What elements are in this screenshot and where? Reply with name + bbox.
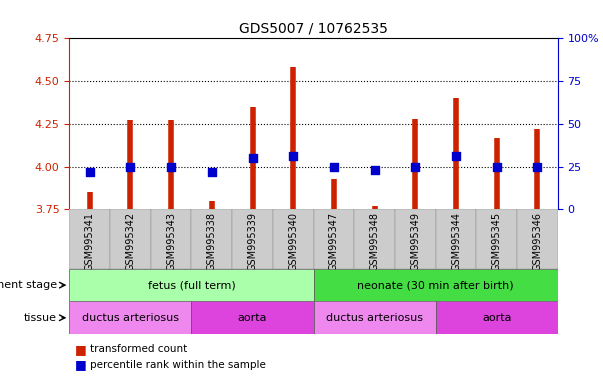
Bar <box>69 301 192 334</box>
Point <box>532 164 542 170</box>
Bar <box>192 209 232 269</box>
Point <box>248 155 257 161</box>
Bar <box>395 209 435 269</box>
Bar <box>435 209 476 269</box>
Bar <box>192 301 314 334</box>
Text: ■: ■ <box>75 358 87 371</box>
Text: GSM995347: GSM995347 <box>329 212 339 271</box>
Text: transformed count: transformed count <box>90 344 188 354</box>
Point <box>85 169 95 175</box>
Text: neonate (30 min after birth): neonate (30 min after birth) <box>358 280 514 290</box>
Bar <box>314 301 435 334</box>
Text: percentile rank within the sample: percentile rank within the sample <box>90 360 267 370</box>
Text: GSM995342: GSM995342 <box>125 212 136 271</box>
Bar <box>151 209 192 269</box>
Text: ductus arteriosus: ductus arteriosus <box>326 313 423 323</box>
Text: GSM995341: GSM995341 <box>84 212 95 271</box>
Text: GSM995344: GSM995344 <box>451 212 461 271</box>
Bar <box>435 301 558 334</box>
Text: GSM995345: GSM995345 <box>491 212 502 271</box>
Point <box>370 167 379 173</box>
Bar <box>476 209 517 269</box>
Bar <box>273 209 314 269</box>
Bar <box>314 209 354 269</box>
Text: development stage: development stage <box>0 280 57 290</box>
Text: GSM995340: GSM995340 <box>288 212 298 271</box>
Point <box>451 153 461 159</box>
Text: aorta: aorta <box>238 313 267 323</box>
Point <box>411 164 420 170</box>
Title: GDS5007 / 10762535: GDS5007 / 10762535 <box>239 22 388 36</box>
Point <box>329 164 339 170</box>
Text: ■: ■ <box>75 343 87 356</box>
Bar <box>69 269 314 301</box>
Text: GSM995348: GSM995348 <box>370 212 380 271</box>
Text: GSM995338: GSM995338 <box>207 212 217 271</box>
Bar <box>354 209 395 269</box>
Text: ductus arteriosus: ductus arteriosus <box>82 313 179 323</box>
Text: GSM995349: GSM995349 <box>410 212 420 271</box>
Text: GSM995339: GSM995339 <box>247 212 257 271</box>
Bar <box>110 209 151 269</box>
Point <box>125 164 135 170</box>
Bar <box>314 269 558 301</box>
Text: aorta: aorta <box>482 313 511 323</box>
Point <box>288 153 298 159</box>
Point <box>166 164 176 170</box>
Bar <box>69 209 110 269</box>
Text: tissue: tissue <box>24 313 57 323</box>
Bar <box>517 209 558 269</box>
Text: fetus (full term): fetus (full term) <box>148 280 235 290</box>
Point <box>492 164 502 170</box>
Text: GSM995346: GSM995346 <box>532 212 543 271</box>
Point <box>207 169 216 175</box>
Bar <box>232 209 273 269</box>
Text: GSM995343: GSM995343 <box>166 212 176 271</box>
